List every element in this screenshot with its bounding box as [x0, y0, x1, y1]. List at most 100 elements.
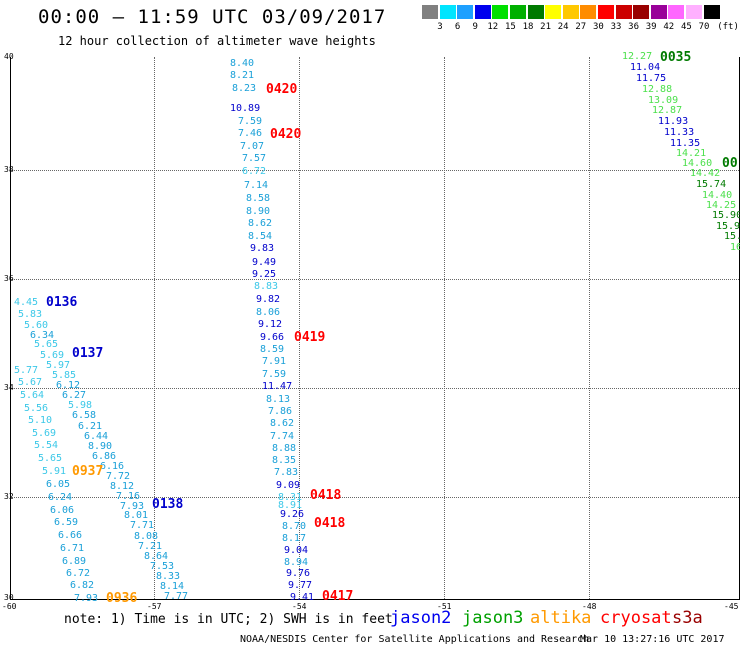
legend-swatch: [439, 5, 456, 19]
swh-value: 7.57: [242, 153, 267, 164]
swh-value: 8.33: [156, 571, 181, 582]
swh-value: 5.54: [34, 440, 59, 451]
lon-gridline: [444, 57, 445, 599]
pass-time-label: 0936: [106, 591, 138, 606]
lat-tick-label: 36: [4, 274, 14, 283]
swh-value: 5.83: [18, 309, 43, 320]
legend-label: 36: [628, 22, 640, 32]
satellite-s3a-label: s3a: [672, 608, 703, 628]
legend-swatch: [474, 5, 491, 19]
pass-time-label: 0420: [270, 127, 302, 142]
swh-value: 7.71: [130, 520, 155, 531]
legend-swatch: [510, 5, 526, 19]
lat-gridline: [11, 388, 739, 389]
swh-value: 9.26: [280, 509, 305, 520]
legend-label: 42: [663, 22, 675, 32]
pass-time-label: 00: [722, 156, 738, 171]
swh-value: 11.04: [630, 62, 661, 73]
legend-label: 9: [472, 22, 478, 32]
satellite-jason2-label: jason2: [390, 608, 452, 628]
satellite-altika-label: altika: [530, 608, 592, 628]
swh-value: 6.82: [70, 580, 95, 591]
swh-value: 8.91: [278, 500, 303, 511]
legend-swatch: [650, 5, 667, 19]
page-subtitle: 12 hour collection of altimeter wave hei…: [58, 34, 376, 48]
pass-time-label: 0417: [322, 589, 354, 604]
swh-value: 7.86: [268, 406, 293, 417]
swh-value: 5.97: [46, 360, 71, 371]
pass-time-label: 0418: [314, 516, 346, 531]
legend-swatch: [598, 5, 614, 19]
swh-value: 9.83: [250, 243, 275, 254]
swh-value: 8.58: [246, 193, 271, 204]
swh-value: 9.82: [256, 294, 281, 305]
swh-value: 7.74: [270, 431, 295, 442]
page-title: 00:00 – 11:59 UTC 03/09/2017: [38, 6, 387, 28]
pass-time-label: 0420: [266, 82, 298, 97]
swh-value: 6.12: [56, 380, 81, 391]
pass-time-label: 0937: [72, 464, 104, 479]
swh-value: 7.93: [120, 501, 145, 512]
swh-value: 6.16: [100, 461, 125, 472]
lat-tick-label: 38: [4, 165, 14, 174]
swh-value: 12.88: [642, 84, 673, 95]
swh-value: 8.62: [270, 418, 295, 429]
legend-label: 33: [610, 22, 622, 32]
lat-gridline: [11, 497, 739, 498]
swh-value: 14.40: [702, 190, 733, 201]
lon-gridline: [299, 57, 300, 599]
swh-value: 9.09: [276, 480, 301, 491]
footer-agency: NOAA/NESDIS Center for Satellite Applica…: [240, 634, 590, 645]
legend-swatch: [686, 5, 702, 19]
swh-value: 11.75: [636, 73, 667, 84]
swh-value: 5.10: [28, 415, 53, 426]
swh-value: 8.21: [230, 70, 255, 81]
swh-value: 8.94: [284, 557, 309, 568]
swh-value: 6.59: [54, 517, 79, 528]
swh-value: 8.17: [282, 533, 307, 544]
swh-value: 7.21: [138, 541, 163, 552]
swh-value: 8.35: [272, 455, 297, 466]
swh-value: 7.46: [238, 128, 263, 139]
pass-time-label: 0137: [72, 346, 104, 361]
swh-value: 8.90: [246, 206, 271, 217]
lat-tick-label: 40: [4, 52, 14, 61]
pass-time-label: 0138: [152, 497, 184, 512]
legend-swatch: [703, 5, 720, 19]
swh-value: 7.83: [274, 467, 299, 478]
swh-value: 9.77: [288, 580, 313, 591]
legend-label: 6: [454, 22, 461, 32]
legend-label: 70: [698, 22, 710, 32]
lon-gridline: [154, 57, 155, 599]
legend-label: 30: [592, 22, 604, 32]
swh-value: 11.35: [670, 138, 701, 149]
legend-label: 39: [645, 22, 657, 32]
swh-value: 6.86: [92, 451, 117, 462]
footer-timestamp: Mar 10 13:27:16 UTC 2017: [580, 634, 725, 645]
legend-label: 24: [557, 22, 569, 32]
swh-value: 5.98: [68, 400, 93, 411]
swh-value: 14.42: [690, 168, 721, 179]
swh-value: 11.47: [262, 381, 293, 392]
legend-swatch: [580, 5, 597, 19]
swh-value: 6.66: [58, 530, 83, 541]
swh-value: 8.40: [230, 58, 255, 69]
lat-tick-label: 30: [4, 593, 14, 602]
legend-label: 12: [487, 22, 499, 32]
swh-value: 6.27: [62, 390, 87, 401]
swh-value: 9.25: [252, 269, 277, 280]
swh-value: 5.60: [24, 320, 49, 331]
swh-value: 6.06: [50, 505, 75, 516]
swh-value: 6.71: [60, 543, 85, 554]
swh-value: 7.72: [106, 471, 131, 482]
swh-value: 7.59: [262, 369, 287, 380]
swh-value: 7.07: [240, 141, 265, 152]
swh-value: 8.23: [232, 83, 257, 94]
swh-value: 9.04: [284, 545, 309, 556]
swh-value: 8.12: [110, 481, 135, 492]
swh-value: 5.69: [32, 428, 57, 439]
swh-value: 5.77: [14, 365, 39, 376]
swh-value: 6.72: [66, 568, 91, 579]
swh-value: 4.45: [14, 297, 39, 308]
swh-value: 7.93: [74, 593, 99, 604]
